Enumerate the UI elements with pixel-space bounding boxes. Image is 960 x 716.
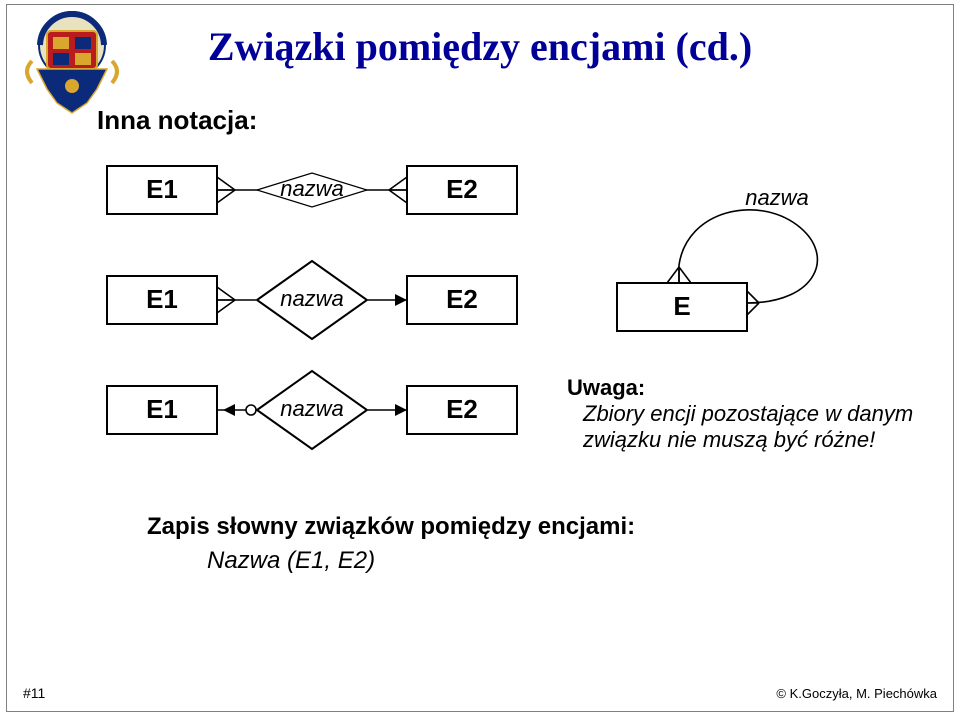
- row3-rel-label: nazwa: [280, 396, 344, 421]
- row1-e2-label: E2: [446, 174, 478, 204]
- copyright: © K.Goczyła, M. Piechówka: [776, 686, 937, 701]
- slide-number: #11: [23, 685, 45, 701]
- row2: E1 E2 nazwa: [107, 261, 517, 339]
- textual-representation: Zapis słowny związków pomiędzy encjami: …: [147, 513, 635, 575]
- row1-e1-label: E1: [146, 174, 178, 204]
- note-text: Zbiory encji pozostające w danym związku…: [583, 401, 927, 454]
- slide-frame: Związki pomiędzy encjami (cd.) Inna nota…: [6, 4, 954, 712]
- row3-e1-label: E1: [146, 394, 178, 424]
- self-relation: E nazwa: [617, 185, 817, 331]
- textual-label: Zapis słowny związków pomiędzy encjami:: [147, 513, 635, 541]
- row1-rel-label: nazwa: [280, 176, 344, 201]
- row3-e2-label: E2: [446, 394, 478, 424]
- note-block: Uwaga: Zbiory encji pozostające w danym …: [567, 375, 927, 454]
- row2-e1-label: E1: [146, 284, 178, 314]
- row2-rel-label: nazwa: [280, 286, 344, 311]
- row2-e2-label: E2: [446, 284, 478, 314]
- er-diagram: E1 E2 nazwa E1 E2 nazwa: [7, 5, 955, 713]
- note-label: Uwaga:: [567, 375, 927, 401]
- textual-value: Nazwa (E1, E2): [207, 547, 635, 575]
- self-e-label: E: [673, 291, 690, 321]
- self-rel-label: nazwa: [745, 185, 809, 210]
- row3: E1 E2 nazwa: [107, 371, 517, 449]
- row1: E1 E2 nazwa: [107, 166, 517, 214]
